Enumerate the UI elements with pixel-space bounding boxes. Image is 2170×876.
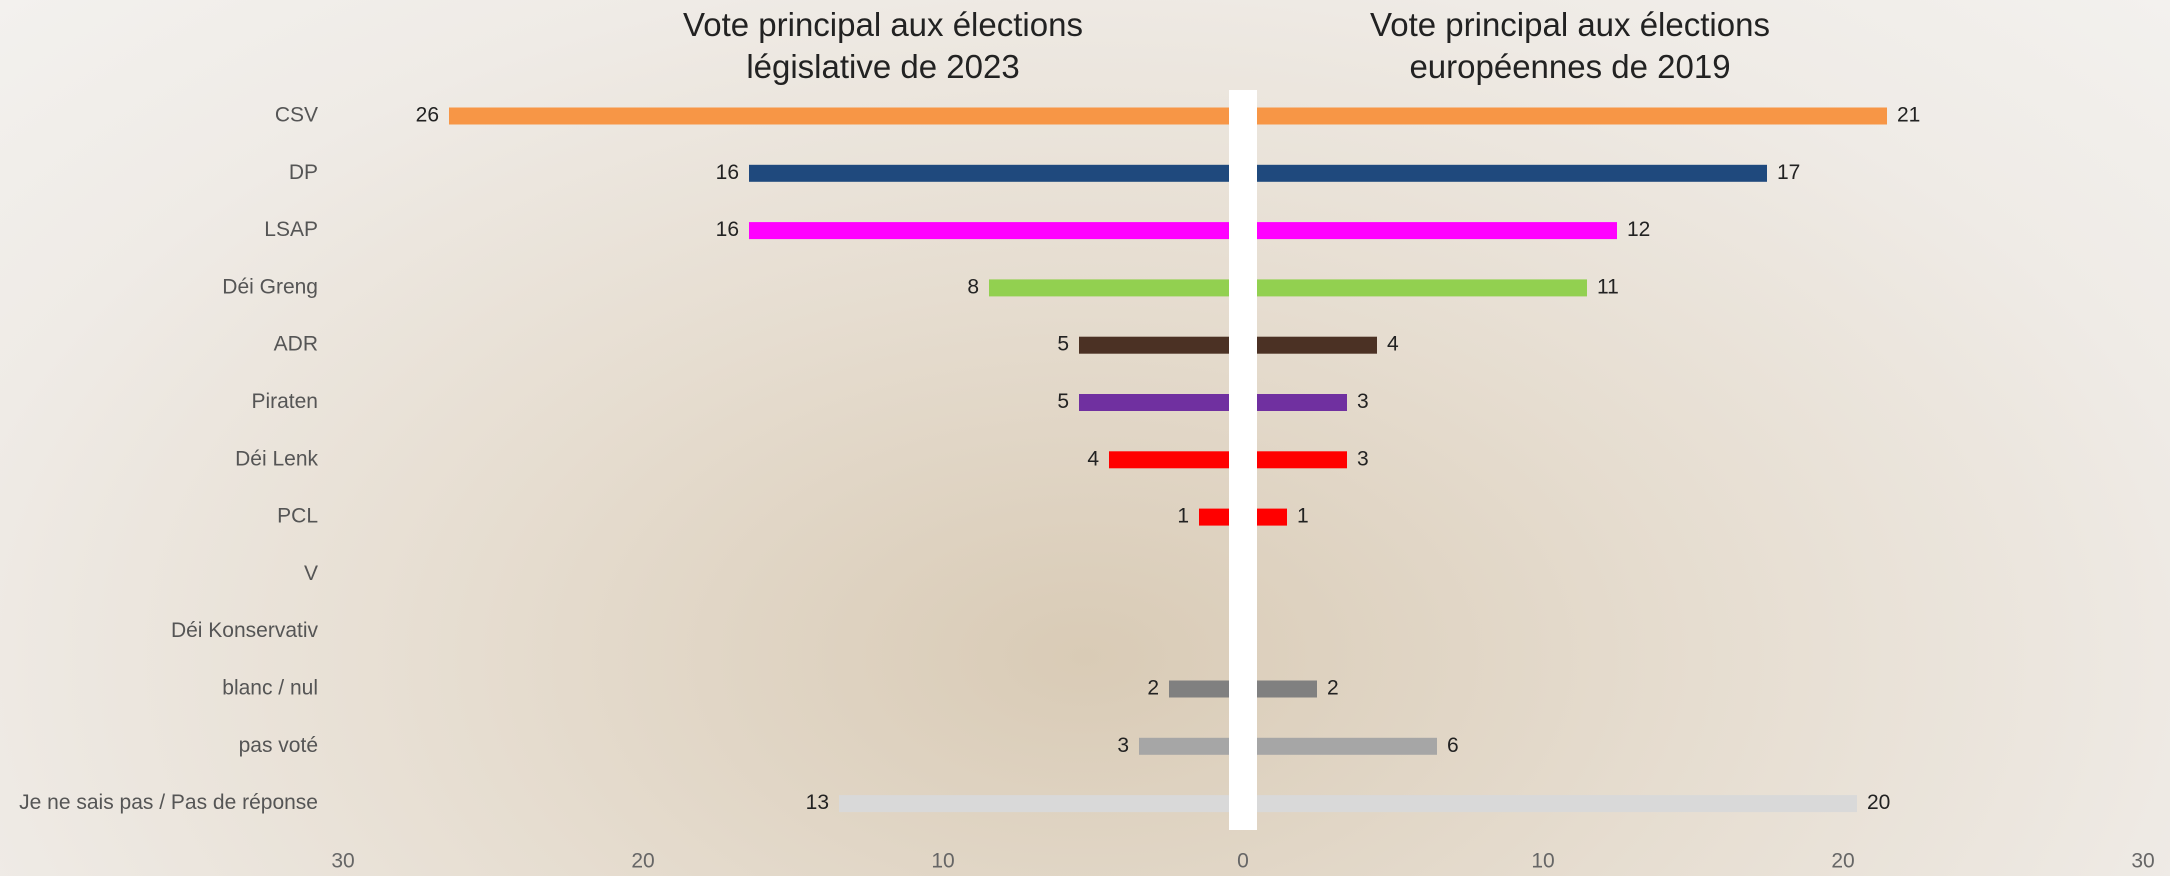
bar [749, 164, 1229, 182]
right-title: Vote principal aux élections européennes… [1370, 6, 1770, 85]
left-title: Vote principal aux élections législative… [683, 6, 1083, 85]
bar [1257, 279, 1587, 297]
category-label: Piraten [251, 390, 318, 413]
value-label: 26 [416, 104, 439, 127]
value-label: 11 [1597, 275, 1619, 298]
value-label: 1 [1297, 505, 1309, 528]
value-label: 16 [716, 218, 739, 241]
bar [1109, 451, 1229, 469]
value-label: 3 [1117, 734, 1129, 757]
x-tick-label: 20 [1831, 850, 1854, 873]
x-tick-label: 30 [2131, 850, 2154, 873]
value-label: 6 [1447, 734, 1459, 757]
value-label: 2 [1327, 677, 1339, 700]
bar [1257, 795, 1857, 813]
bar [1139, 737, 1229, 755]
value-label: 13 [806, 791, 829, 814]
value-label: 4 [1387, 333, 1399, 356]
value-label: 3 [1357, 447, 1369, 470]
x-tick-label: 10 [1531, 850, 1554, 873]
value-label: 3 [1357, 390, 1369, 413]
value-label: 1 [1177, 505, 1189, 528]
bar [989, 279, 1229, 297]
bar [1257, 336, 1377, 354]
value-label: 2 [1147, 677, 1159, 700]
category-label: LSAP [264, 218, 318, 241]
value-label: 5 [1057, 333, 1069, 356]
category-label: Déi Greng [222, 275, 318, 298]
category-label: ADR [274, 333, 318, 356]
x-tick-label: 20 [631, 850, 654, 873]
value-label: 4 [1087, 447, 1099, 470]
bar [1199, 508, 1229, 526]
bar [1257, 222, 1617, 240]
bar [1257, 508, 1287, 526]
bar [1257, 394, 1347, 411]
bar [1257, 451, 1347, 469]
value-label: 12 [1627, 218, 1650, 241]
bar [1079, 336, 1229, 354]
bar [1257, 680, 1317, 698]
value-label: 17 [1777, 161, 1800, 184]
category-label: PCL [277, 505, 318, 528]
value-label: 16 [716, 161, 739, 184]
bar [749, 222, 1229, 240]
category-label: V [304, 562, 318, 585]
value-label: 8 [967, 275, 979, 298]
x-tick-label: 10 [931, 850, 954, 873]
category-label: Je ne sais pas / Pas de réponse [19, 791, 318, 814]
value-label: 5 [1057, 390, 1069, 413]
bar [1169, 680, 1229, 698]
bar [1257, 737, 1437, 755]
bar [1257, 164, 1767, 182]
center-strip [1229, 90, 1257, 830]
bar [1079, 394, 1229, 411]
category-label: CSV [275, 104, 318, 127]
category-label: Déi Konservativ [171, 619, 319, 642]
bar [1257, 107, 1887, 125]
category-label: pas voté [239, 734, 318, 757]
value-label: 20 [1867, 791, 1890, 814]
category-label: blanc / nul [222, 677, 318, 700]
category-label: DP [289, 161, 318, 184]
bar [449, 107, 1229, 125]
x-tick-label: 0 [1237, 850, 1249, 873]
bar [839, 795, 1229, 813]
value-label: 21 [1897, 104, 1920, 127]
category-label: Déi Lenk [235, 447, 318, 470]
x-tick-label: 30 [331, 850, 354, 873]
